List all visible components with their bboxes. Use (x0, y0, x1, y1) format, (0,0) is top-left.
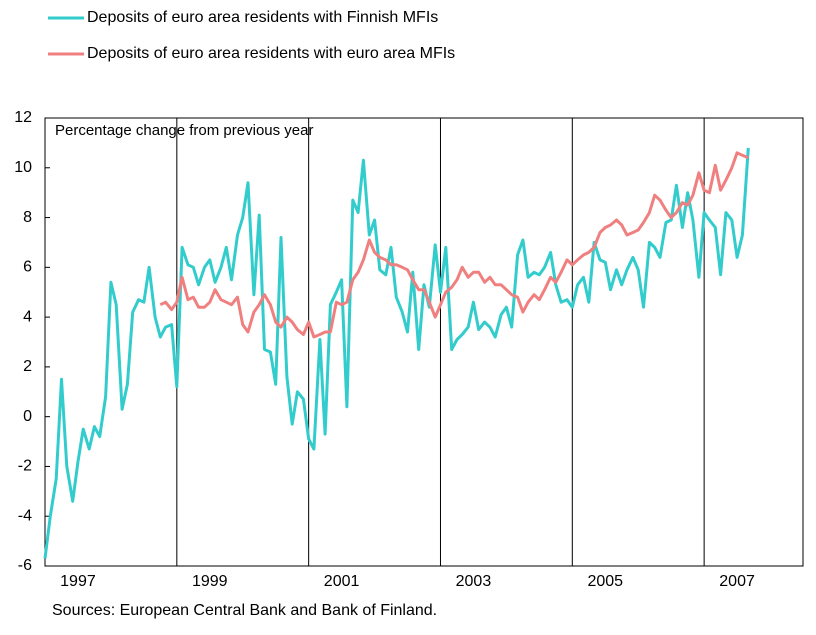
y-tick-label: -4 (18, 507, 32, 524)
x-tick-label: 2003 (456, 573, 492, 590)
y-tick-label: -2 (18, 458, 32, 475)
y-tick-label: -6 (18, 557, 32, 574)
y-tick-label: 8 (23, 209, 32, 226)
y-tick-label: 6 (23, 259, 32, 276)
y-tick-label: 2 (23, 358, 32, 375)
y-axis-label: Percentage change from previous year (55, 122, 313, 139)
legend-label: Deposits of euro area residents with eur… (87, 45, 455, 62)
x-tick-label: 2007 (719, 573, 755, 590)
plot-frame (44, 117, 804, 567)
y-tick-label: 4 (23, 308, 32, 325)
x-tick-label: 1999 (192, 573, 228, 590)
series-line (159, 151, 749, 339)
y-tick-label: 12 (14, 109, 32, 126)
x-tick-label: 2005 (587, 573, 623, 590)
y-tick-label: 0 (23, 408, 32, 425)
y-tick-label: 10 (14, 159, 32, 176)
legend-label: Deposits of euro area residents with Fin… (87, 9, 438, 26)
x-tick-label: 1997 (60, 573, 96, 590)
x-tick-label: 2001 (324, 573, 360, 590)
source-note: Sources: European Central Bank and Bank … (52, 602, 437, 619)
series-line (43, 147, 750, 559)
